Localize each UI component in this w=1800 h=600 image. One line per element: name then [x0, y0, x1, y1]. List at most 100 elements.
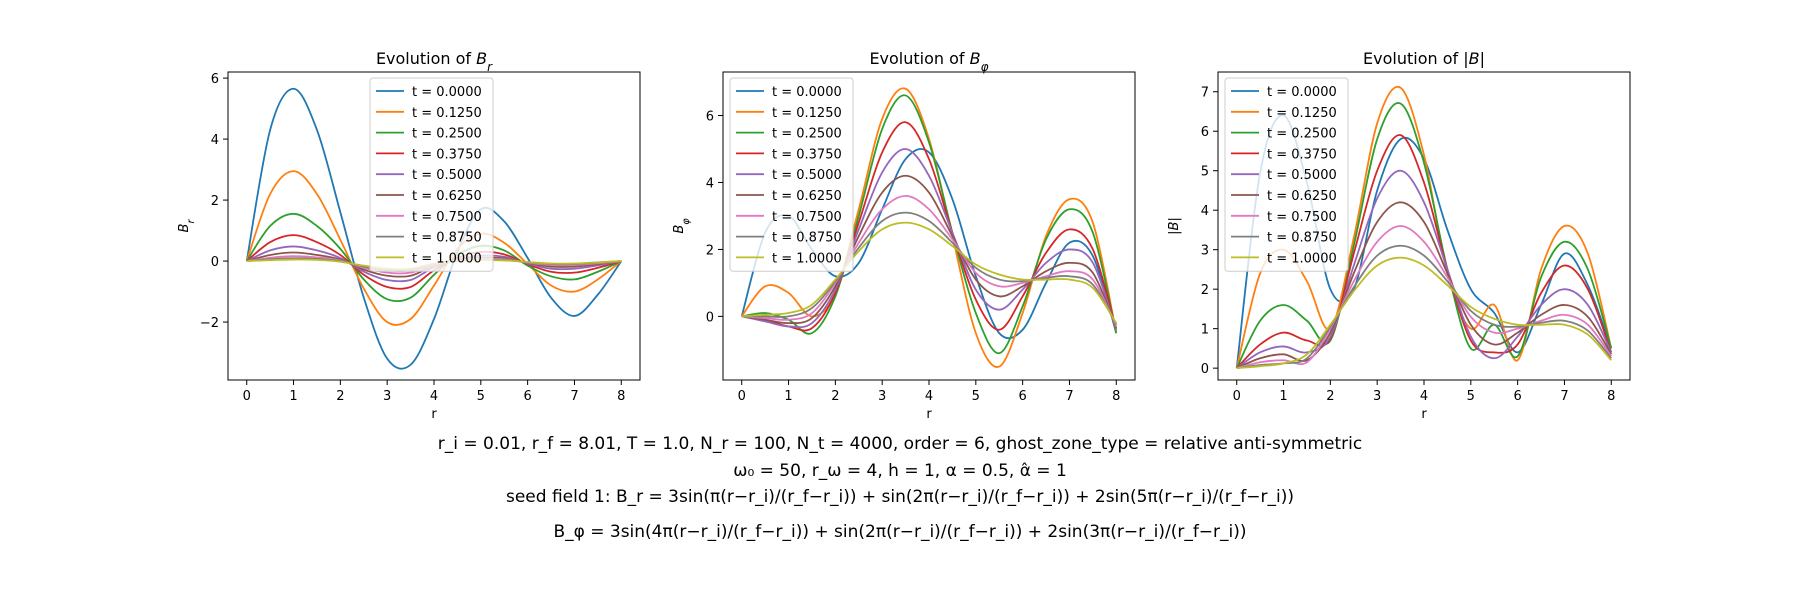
x-tick-label: 2 — [336, 389, 344, 404]
y-tick-label: 6 — [1201, 125, 1209, 140]
x-tick-label: 1 — [784, 389, 792, 404]
legend-entry: t = 0.1250 — [412, 106, 482, 121]
x-tick-label: 0 — [243, 389, 251, 404]
y-tick-label: 4 — [706, 176, 714, 191]
chart-title: Evolution of Br — [376, 49, 493, 74]
series-line — [245, 212, 622, 303]
y-tick-label: 1 — [1201, 323, 1209, 338]
x-tick-label: 4 — [1420, 389, 1428, 404]
y-tick-label: 0 — [211, 255, 219, 270]
legend: t = 0.0000 t = 0.1250 t = 0.2500 t = 0.3750… — [369, 77, 494, 272]
legend-entry: t = 0.2500 — [772, 127, 842, 142]
chart-panel-2: 0 1 2 3 4 5 6 7 8 0 2 4 6 Evolution of Bφ r Bφ t = 0.000… — [672, 49, 1136, 422]
x-tick-label: 1 — [1279, 389, 1287, 404]
x-tick-label: 7 — [570, 389, 578, 404]
y-axis-label: Bφ — [672, 218, 692, 234]
x-axis-label: r — [431, 407, 437, 422]
x-tick-label: 6 — [1513, 389, 1521, 404]
y-tick-label: 2 — [211, 194, 219, 209]
x-axis-label: r — [926, 407, 932, 422]
caption-coefficients: ω₀ = 50, r_ω = 4, h = 1, α = 0.5, α̂ = 1 — [0, 461, 1800, 481]
legend-entry: t = 1.0000 — [1267, 251, 1337, 266]
y-axis-label: |B| — [1167, 217, 1182, 235]
x-tick-label: 5 — [972, 389, 980, 404]
caption-seed-field-bphi-text: B_φ = 3sin(4π(r−r_i)/(r_f−r_i)) + sin(2π… — [553, 522, 1247, 542]
x-tick-label: 5 — [477, 389, 485, 404]
x-tick-label: 6 — [1018, 389, 1026, 404]
x-tick-label: 2 — [1326, 389, 1334, 404]
legend-entry: t = 0.6250 — [412, 189, 482, 204]
x-tick-label: 7 — [1560, 389, 1568, 404]
x-tick-label: 1 — [289, 389, 297, 404]
x-tick-label: 8 — [1607, 389, 1615, 404]
series-line — [1236, 134, 1613, 369]
legend-entry: t = 0.5000 — [412, 168, 482, 183]
legend-box — [729, 77, 854, 272]
x-tick-label: 5 — [1467, 389, 1475, 404]
y-axis-label: Br — [177, 219, 197, 233]
x-tick-label: 4 — [430, 389, 438, 404]
y-tick-label: 0 — [706, 310, 714, 325]
series-line — [741, 121, 1118, 332]
legend: t = 0.0000 t = 0.1250 t = 0.2500 t = 0.3750… — [1224, 77, 1349, 272]
legend-entry: t = 0.6250 — [1267, 189, 1337, 204]
caption-coefficients-text: ω₀ = 50, r_ω = 4, h = 1, α = 0.5, α̂ = 1 — [733, 461, 1067, 481]
legend-entry: t = 0.5000 — [772, 168, 842, 183]
chart-panel-3: 0 1 2 3 4 5 6 7 8 0 1 2 3 4 5 6 7 Evolution of |B| r |B| t =… — [1167, 49, 1631, 422]
y-tick-label: 2 — [706, 243, 714, 258]
series-line — [1235, 102, 1613, 369]
legend-entry: t = 0.8750 — [1267, 231, 1337, 246]
series-line — [245, 87, 623, 370]
y-tick-label: 6 — [706, 110, 714, 125]
legend-entry: t = 0.0000 — [772, 85, 842, 100]
series-line — [741, 174, 1118, 329]
x-tick-label: 2 — [831, 389, 839, 404]
y-tick-label: 4 — [1201, 204, 1209, 219]
legend-entry: t = 0.7500 — [1267, 210, 1337, 225]
legend-entry: t = 0.1250 — [772, 106, 842, 121]
y-tick-label: 6 — [211, 72, 219, 87]
y-tick-label: 5 — [1201, 165, 1209, 180]
x-tick-label: 0 — [1233, 389, 1241, 404]
legend-entry: t = 0.3750 — [412, 147, 482, 162]
series-line — [741, 94, 1118, 355]
legend-entry: t = 1.0000 — [412, 251, 482, 266]
x-tick-label: 3 — [878, 389, 886, 404]
legend-entry: t = 0.5000 — [1267, 168, 1337, 183]
legend-entry: t = 0.3750 — [772, 147, 842, 162]
x-tick-label: 7 — [1065, 389, 1073, 404]
chart-title: Evolution of Bφ — [869, 49, 988, 74]
legend-entry: t = 0.1250 — [1267, 106, 1337, 121]
y-tick-label: 4 — [211, 133, 219, 148]
series-line — [1236, 169, 1613, 369]
legend-entry: t = 0.0000 — [412, 85, 482, 100]
series-line — [741, 221, 1118, 324]
legend-entry: t = 0.8750 — [412, 231, 482, 246]
legend-entry: t = 0.0000 — [1267, 85, 1337, 100]
x-tick-label: 3 — [1373, 389, 1381, 404]
legend-entry: t = 0.2500 — [412, 127, 482, 142]
legend-entry: t = 0.8750 — [772, 231, 842, 246]
x-tick-label: 0 — [738, 389, 746, 404]
legend-box — [1224, 77, 1349, 272]
legend-entry: t = 1.0000 — [772, 251, 842, 266]
x-tick-label: 3 — [383, 389, 391, 404]
legend-entry: t = 0.6250 — [772, 189, 842, 204]
x-tick-label: 8 — [617, 389, 625, 404]
legend: t = 0.0000 t = 0.1250 t = 0.2500 t = 0.3750… — [729, 77, 854, 272]
y-tick-label: −2 — [200, 316, 219, 331]
series-line — [1235, 85, 1613, 369]
caption-seed-field-br: seed field 1: B_r = 3sin(π(r−r_i)/(r_f−r… — [0, 487, 1800, 507]
caption-parameters: r_i = 0.01, r_f = 8.01, T = 1.0, N_r = 1… — [0, 434, 1800, 454]
series-line — [741, 211, 1118, 326]
series-line — [1236, 225, 1612, 370]
legend-entry: t = 0.7500 — [772, 210, 842, 225]
series-line — [245, 170, 622, 326]
chart-panel-1: 0 1 2 3 4 5 6 7 8 −2 0 2 4 6 Evolution of Br r Br t = 0.0… — [177, 49, 641, 422]
caption-seed-field-bphi: B_φ = 3sin(4π(r−r_i)/(r_f−r_i)) + sin(2π… — [0, 522, 1800, 542]
legend-box — [369, 77, 494, 272]
x-tick-label: 8 — [1112, 389, 1120, 404]
chart-title: Evolution of |B| — [1363, 49, 1485, 68]
series-line — [1236, 201, 1613, 369]
legend-entry: t = 0.7500 — [412, 210, 482, 225]
